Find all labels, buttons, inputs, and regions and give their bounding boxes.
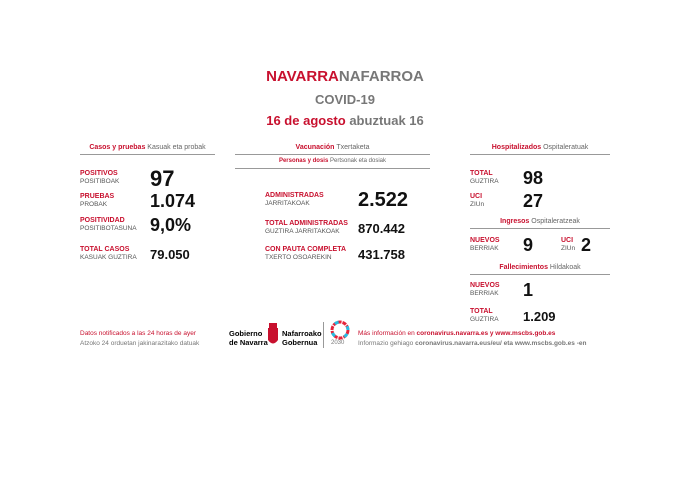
- label-es: NUEVOS: [470, 237, 500, 244]
- logo-eu: Nafarroako Gobernua: [282, 329, 322, 347]
- label-es: POSITIVIDAD: [80, 217, 125, 224]
- label-es: TOTAL: [470, 308, 493, 315]
- info-eu-links: coronavirus.navarra.eus/eu/ eta www.mscb…: [415, 340, 587, 347]
- title: NAVARRANAFARROA: [0, 68, 690, 85]
- rule: [470, 154, 610, 155]
- label-es: PRUEBAS: [80, 193, 115, 200]
- rule: [235, 168, 430, 169]
- label-eu: GUZTIRA: [470, 316, 499, 323]
- value: 97: [150, 166, 175, 191]
- divider: [323, 322, 324, 348]
- label-es: NUEVOS: [470, 282, 500, 289]
- note-eu: Atzoko 24 orduetan jakinarazitako datuak: [80, 340, 200, 347]
- label-es: POSITIVOS: [80, 170, 118, 177]
- label-es: UCI: [561, 237, 574, 244]
- sub-eu: Pertsonak eta dosiak: [329, 158, 387, 164]
- subtitle: COVID-19: [315, 92, 375, 107]
- info-es: Más información en: [358, 330, 415, 337]
- section-heading: Ingresos Ospitaleratzeak: [470, 218, 610, 225]
- heading-es: Hospitalizados: [491, 144, 542, 151]
- info-eu: Informazio gehiago: [358, 340, 414, 347]
- label-eu: PROBAK: [80, 201, 108, 208]
- section-heading: Fallecimientos Hildakoak: [470, 264, 610, 271]
- label-es: TOTAL: [470, 170, 493, 177]
- heading-es: Vacunación: [295, 144, 335, 151]
- label-eu: POSITIBOTASUNA: [80, 225, 137, 232]
- heading-eu: Ospitaleratzeak: [531, 218, 580, 225]
- rule: [235, 154, 430, 155]
- label-es: ADMINISTRADAS: [265, 192, 324, 199]
- label-eu: TXERTO OSOAREKIN: [265, 254, 332, 261]
- info-es-links: coronavirus.navarra.es y www.mscbs.gob.e…: [416, 330, 556, 337]
- note-es: Datos notificados a las 24 horas de ayer: [80, 330, 196, 337]
- label-eu: GUZTIRA JARRITAKOAK: [265, 228, 340, 235]
- logo-text: Gobernua: [282, 338, 318, 347]
- sdg-wheel: [330, 320, 350, 340]
- heading-eu: Kasuak eta probak: [147, 144, 206, 151]
- label-eu: BERRIAK: [470, 290, 499, 297]
- label-eu: ZIUn: [561, 245, 576, 252]
- date: 16 de agosto abuztuak 16: [0, 113, 690, 128]
- value: 431.758: [358, 246, 405, 262]
- logo-text: de Navarra: [229, 338, 268, 347]
- value: 27: [523, 191, 544, 211]
- sub-es: Personas y dosis: [278, 158, 329, 164]
- coat-of-arms: [268, 323, 278, 344]
- rule: [470, 228, 610, 229]
- value: 79.050: [150, 246, 190, 262]
- value: 98: [523, 168, 544, 188]
- heading-eu: Ospitaleratuak: [543, 144, 589, 151]
- label-es: TOTAL CASOS: [80, 246, 130, 253]
- value: 2: [581, 235, 592, 255]
- heading-es: Fallecimientos: [499, 264, 548, 271]
- footer-note: Datos notificados a las 24 horas de ayer…: [80, 329, 199, 349]
- value: 870.442: [358, 220, 405, 236]
- logo-es: Gobierno de Navarra: [229, 329, 268, 347]
- label-eu: KASUAK GUZTIRA: [80, 254, 137, 261]
- rule: [80, 154, 215, 155]
- label-eu: GUZTIRA: [470, 178, 499, 185]
- date-es: 16 de agosto: [266, 113, 346, 128]
- value: 1.074: [150, 191, 196, 211]
- value: 9,0%: [150, 215, 192, 235]
- value: 9: [523, 235, 534, 255]
- label-es: CON PAUTA COMPLETA: [265, 246, 347, 253]
- label-es: TOTAL ADMINISTRADAS: [265, 220, 348, 227]
- label-eu: JARRITAKOAK: [265, 200, 310, 207]
- value: 2.522: [358, 189, 409, 211]
- heading-es: Casos y pruebas: [89, 144, 146, 151]
- logo-text: Nafarroako: [282, 329, 322, 338]
- sdg-year: 2030: [331, 340, 345, 346]
- heading-eu: Txertaketa: [336, 144, 370, 151]
- section-heading: Hospitalizados Ospitaleratuak: [470, 144, 610, 151]
- title-es: NAVARRA: [266, 68, 339, 85]
- date-eu: abuztuak 16: [349, 113, 424, 128]
- label-eu: BERRIAK: [470, 245, 499, 252]
- value: 1: [523, 280, 534, 300]
- section-heading: Vacunación Txertaketa: [235, 144, 430, 151]
- heading-eu: Hildakoak: [549, 264, 581, 271]
- heading-es: Ingresos: [500, 218, 530, 225]
- logo-text: Gobierno: [229, 329, 263, 338]
- section-subheading: Personas y dosis Pertsonak eta dosiak: [235, 158, 430, 164]
- title-eu: NAFARROA: [338, 68, 424, 85]
- label-es: UCI: [470, 193, 483, 200]
- label-eu: POSITIBOAK: [80, 178, 120, 185]
- footer-info: Más información en coronavirus.navarra.e…: [358, 329, 586, 349]
- rule: [470, 274, 610, 275]
- value: 1.209: [523, 308, 556, 324]
- label-eu: ZIUn: [470, 201, 485, 208]
- section-heading: Casos y pruebas Kasuak eta probak: [80, 144, 215, 151]
